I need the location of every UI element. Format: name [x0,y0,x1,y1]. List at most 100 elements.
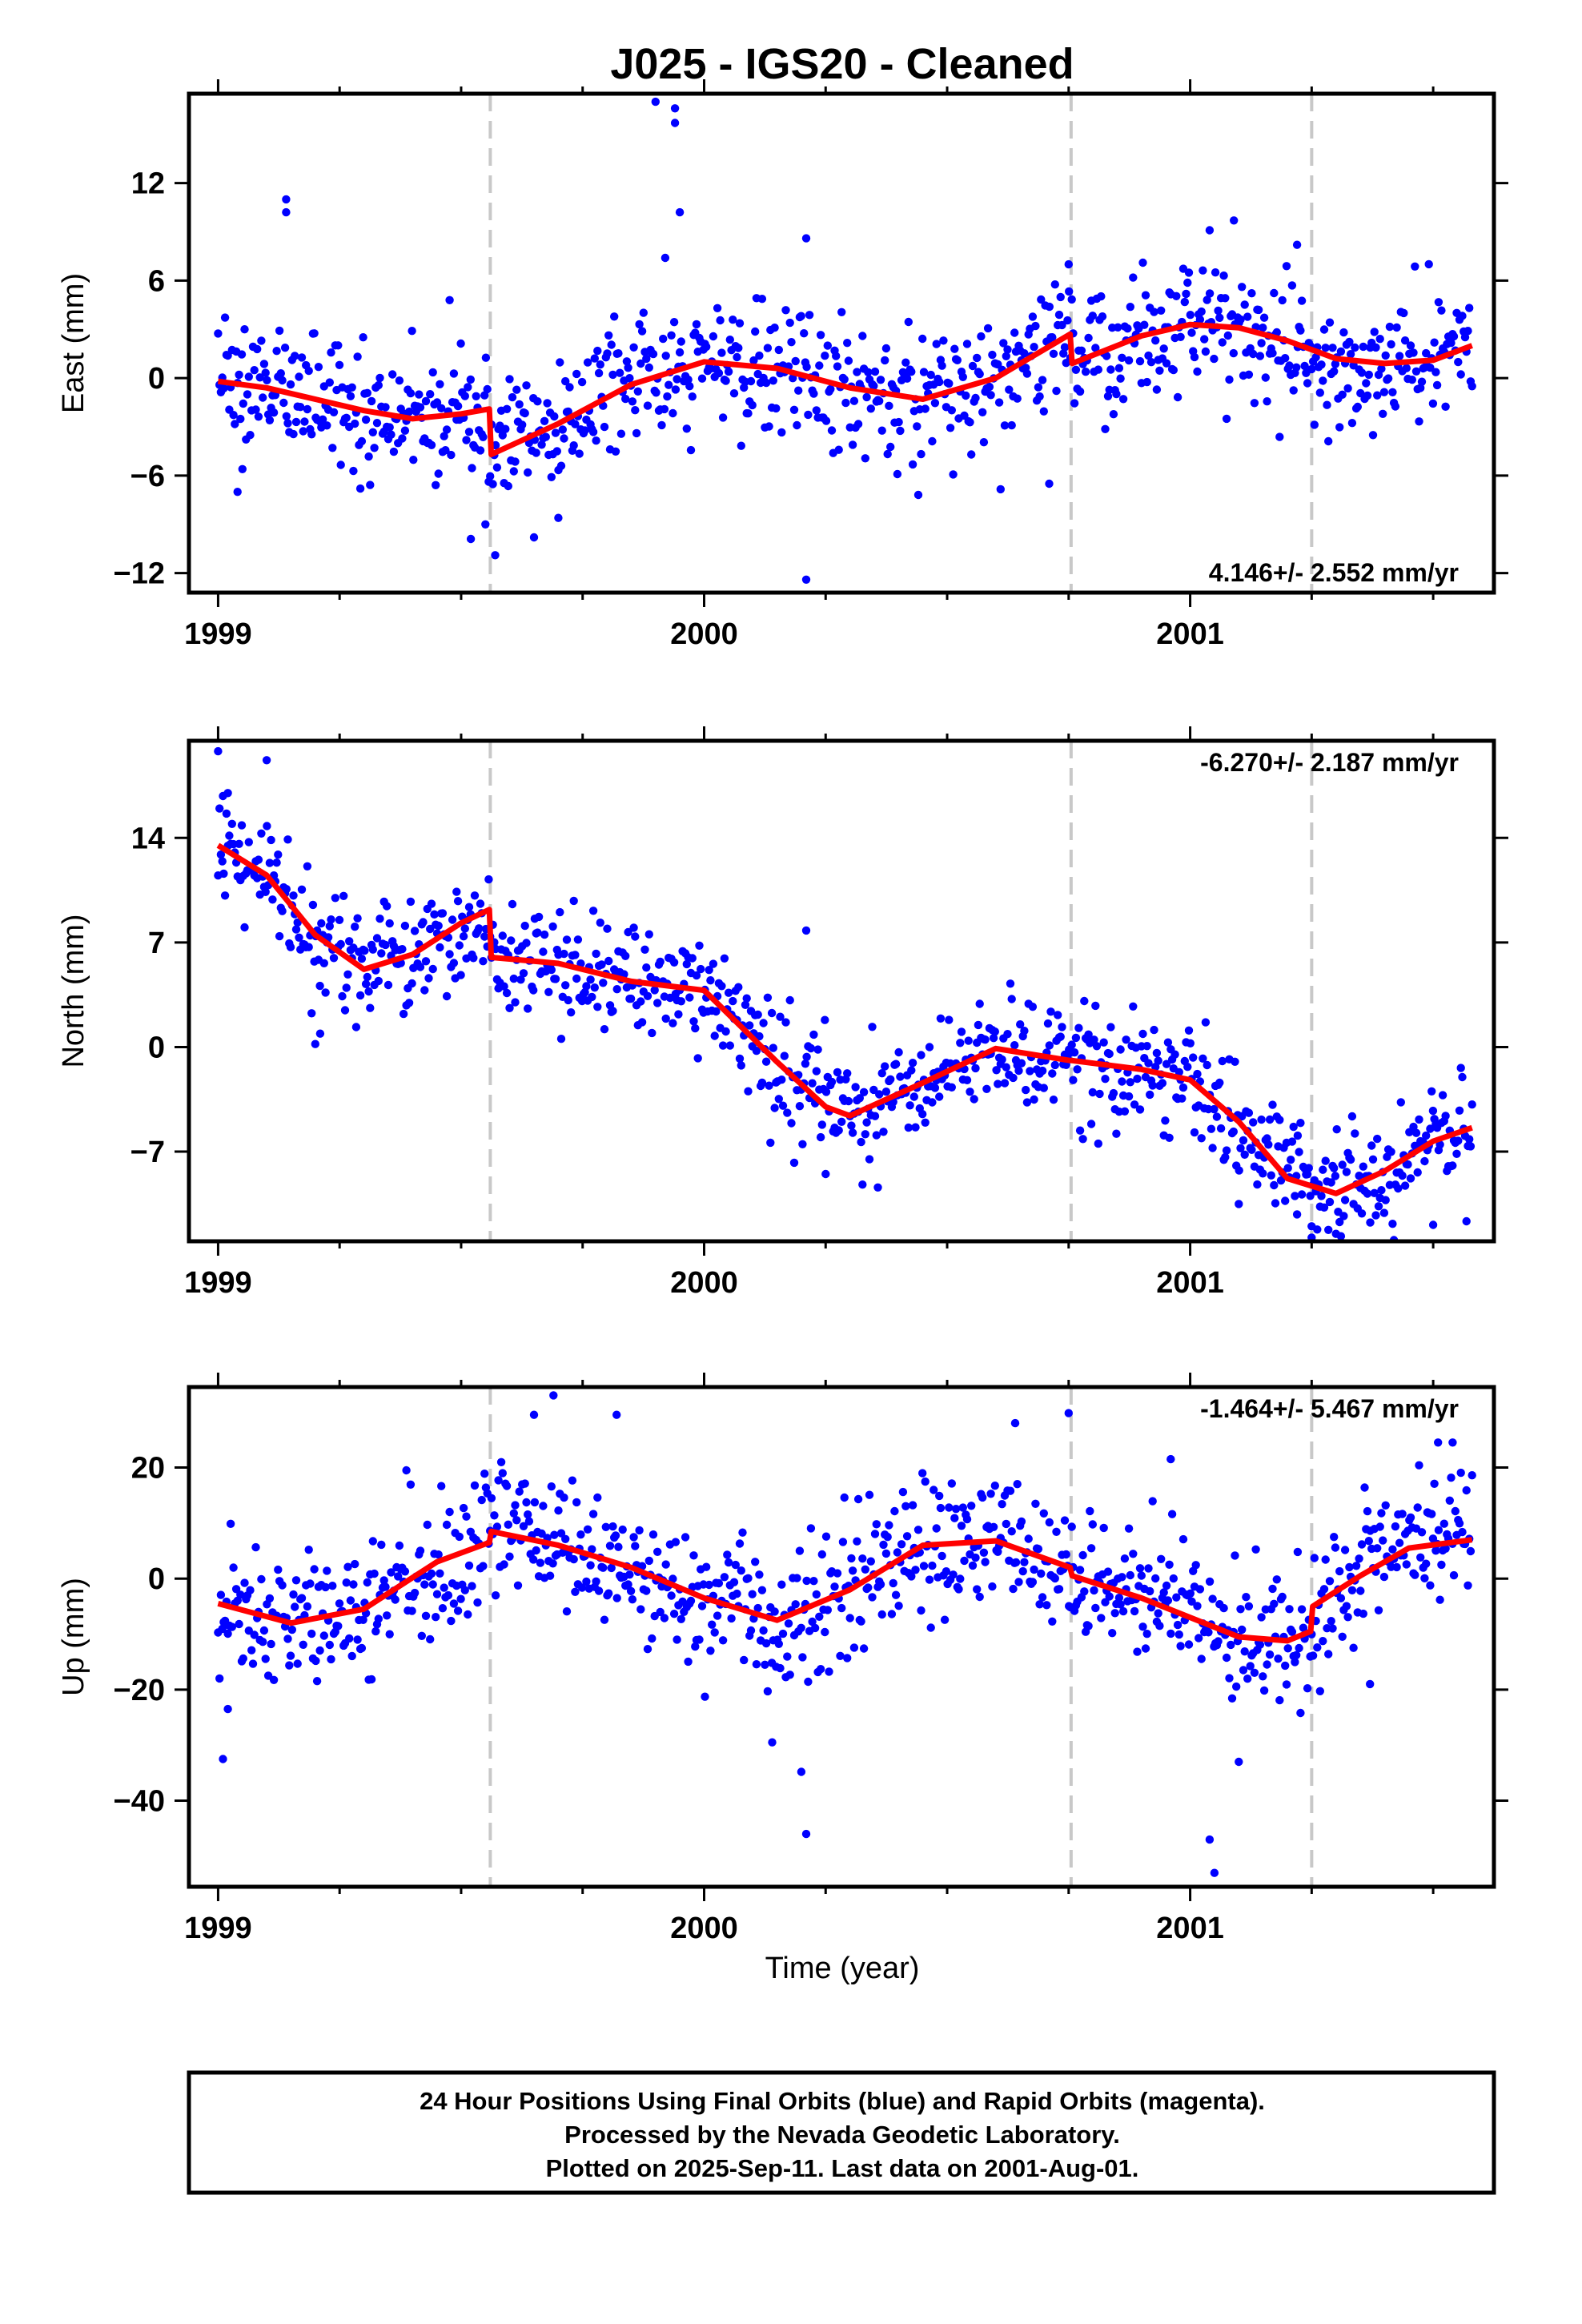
data-point [1219,1603,1228,1613]
data-point [981,1558,990,1566]
data-point [269,1675,279,1684]
data-point [286,380,295,389]
data-point [1101,1075,1110,1084]
data-point [389,447,399,456]
data-point [1364,370,1374,380]
data-point [561,376,570,386]
data-point [604,331,613,340]
data-point [295,933,303,943]
data-point [1331,360,1340,368]
data-point [1049,349,1058,358]
outlier-point [529,533,539,542]
outlier-point [233,488,242,497]
data-point [315,981,324,991]
data-point [677,997,685,1006]
data-point [1077,346,1086,355]
data-point [360,946,369,955]
data-point [1427,1087,1436,1096]
data-point [629,343,638,352]
data-point [577,377,587,387]
data-point [949,470,958,479]
data-point [410,927,420,935]
data-point [556,461,566,470]
data-point [479,432,488,441]
data-point [247,1646,256,1655]
data-point [592,949,600,959]
data-point [1359,1609,1368,1618]
data-point [1422,348,1431,358]
data-point [1247,1145,1256,1155]
data-point [564,995,572,1005]
data-point [1052,1527,1061,1537]
data-point [571,420,580,428]
data-point [785,318,794,328]
data-point [486,472,495,480]
data-point [902,1532,912,1541]
data-point [1141,1644,1150,1653]
x-tick-label: 2001 [1156,617,1224,651]
data-point [522,381,531,390]
outlier-point [1331,1229,1340,1238]
data-point [1054,1011,1062,1019]
data-point [757,1078,767,1088]
data-point [1456,1063,1465,1072]
data-point [685,382,694,391]
data-point [1006,979,1015,988]
data-point [1416,1553,1425,1562]
data-point [1296,326,1305,335]
model-fit-line [216,842,1473,1196]
outlier-point [801,234,811,243]
data-point [445,296,454,304]
model-fit-line [217,321,1473,457]
data-point [1105,1592,1114,1601]
data-point [925,1575,934,1584]
data-point [665,380,673,389]
data-point [1146,1090,1154,1100]
data-point [1098,312,1107,321]
data-point [548,922,557,931]
data-point [1118,1606,1128,1616]
data-point [1101,1598,1110,1606]
data-point [1282,1680,1291,1689]
data-point [307,1629,316,1638]
data-point [1250,399,1259,408]
data-point [830,1582,839,1591]
data-point [1159,344,1168,353]
data-point [1304,1164,1314,1172]
data-point [1199,266,1207,275]
data-point [1034,383,1043,392]
data-point [345,937,354,946]
data-point [1456,1468,1465,1478]
data-point [636,1605,645,1614]
data-point [849,1643,859,1652]
data-point [1417,1528,1427,1537]
data-point [278,907,287,915]
y-tick-label: 7 [148,927,165,960]
data-point [994,1080,1002,1088]
y-tick-label: −20 [114,1674,165,1707]
data-point [592,1577,600,1586]
data-point [837,308,846,316]
data-point [319,959,328,968]
data-point [1353,402,1363,412]
data-point [398,945,407,954]
data-point [1210,354,1219,364]
outlier-point [661,253,670,263]
data-point [442,991,452,1001]
data-point [1428,399,1438,408]
data-point [319,1631,328,1640]
data-point [669,408,677,418]
data-point [1422,1131,1431,1140]
data-point [388,370,397,379]
data-point [1231,1551,1239,1560]
data-point [261,368,270,377]
data-point [530,1498,540,1507]
data-point [909,1092,919,1101]
data-point [483,384,492,394]
data-point [404,407,414,416]
data-point [1176,332,1185,341]
data-point [936,1503,946,1513]
data-point [1357,1209,1367,1218]
data-point [1327,1617,1335,1626]
data-point [1161,1116,1170,1125]
